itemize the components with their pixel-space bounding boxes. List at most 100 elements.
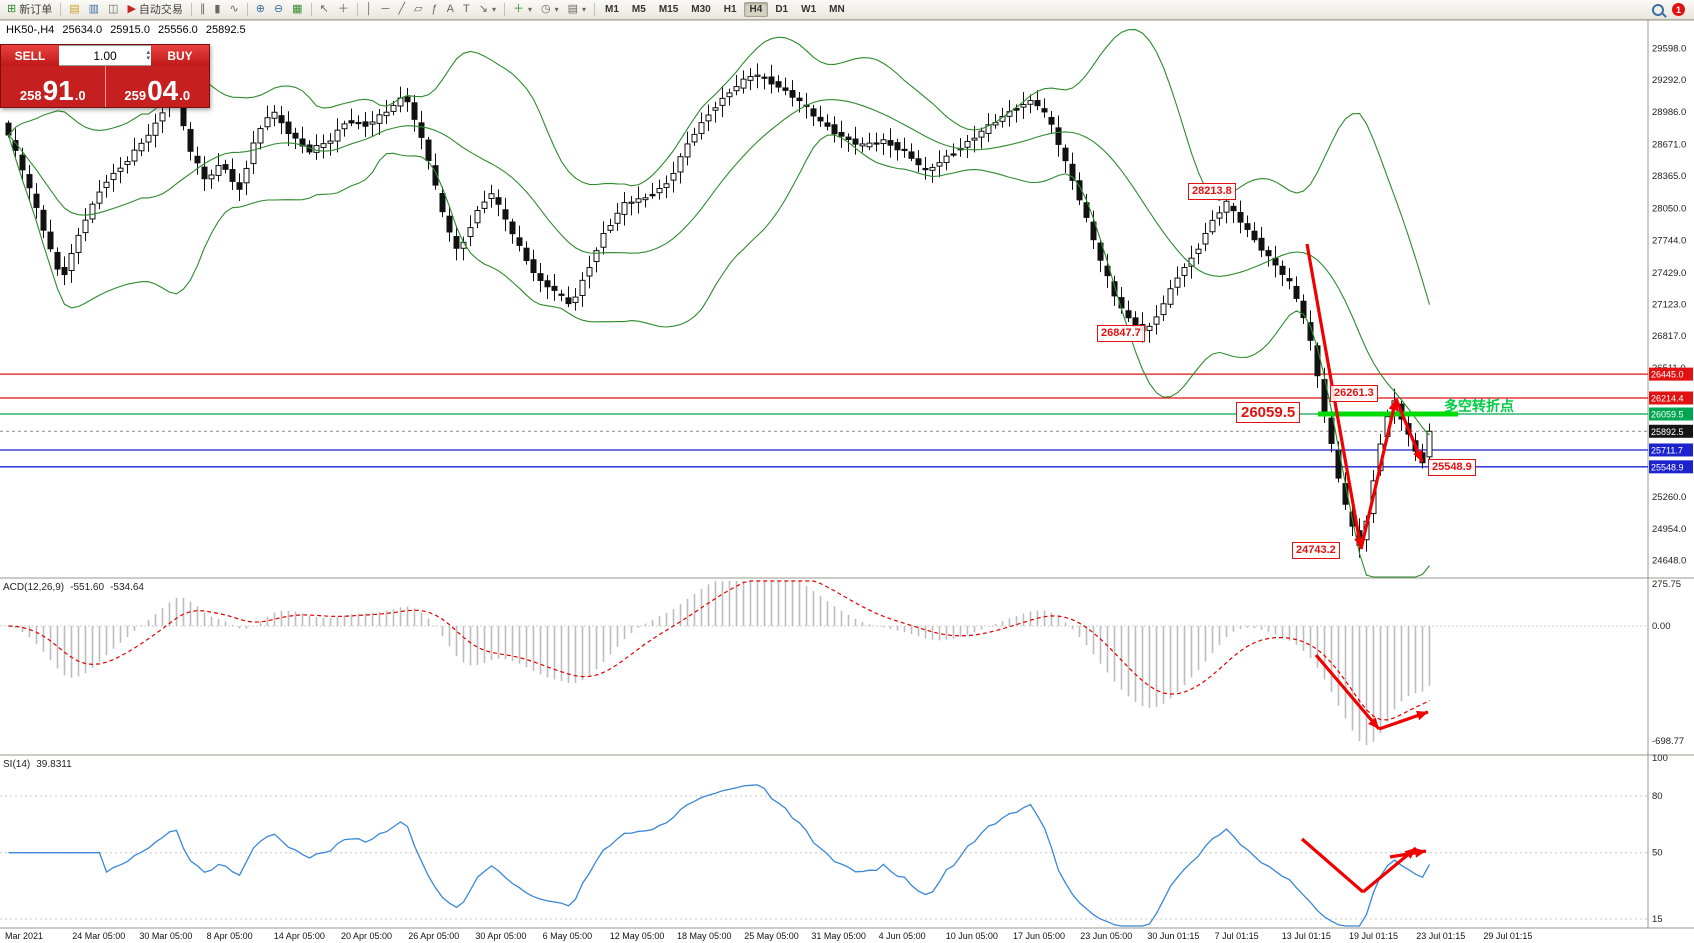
candle-body bbox=[1083, 202, 1090, 218]
market-watch-button[interactable]: ▥ bbox=[85, 1, 103, 19]
price-tag bbox=[1649, 407, 1693, 421]
charts-window-button[interactable]: ▤ bbox=[65, 1, 83, 19]
candle-body bbox=[901, 148, 908, 152]
timeframe-d1[interactable]: D1 bbox=[775, 4, 789, 15]
spinner-down-icon[interactable]: ▾ bbox=[146, 54, 150, 62]
tile-windows-button[interactable]: ▦ bbox=[288, 1, 306, 19]
volume-spinner[interactable]: ▴ ▾ bbox=[146, 46, 150, 65]
search-icon[interactable] bbox=[1652, 3, 1664, 16]
timeframe-h1[interactable]: H1 bbox=[723, 4, 737, 15]
templates-button[interactable]: ▤ ▾ bbox=[564, 1, 590, 19]
line-chart-button[interactable]: ∿ bbox=[225, 1, 242, 19]
indicators-button[interactable]: ＋ ▾ bbox=[509, 1, 536, 19]
periods-button[interactable]: ◷ ▾ bbox=[537, 1, 563, 19]
spinner-up-icon[interactable]: ▴ bbox=[146, 48, 150, 56]
sell-price[interactable]: 258 91.0 bbox=[1, 66, 105, 107]
sell-button[interactable]: SELL bbox=[1, 45, 59, 66]
candle-body bbox=[40, 209, 47, 231]
buy-price[interactable]: 259 04.0 bbox=[104, 66, 210, 107]
rsi-value: 39.8311 bbox=[36, 759, 72, 770]
candle-body bbox=[614, 212, 621, 224]
candle-body bbox=[1244, 223, 1251, 230]
candle-body bbox=[936, 162, 943, 167]
candle-body bbox=[75, 234, 82, 253]
candlestick-chart-button[interactable]: ▮ bbox=[210, 1, 224, 19]
trendline-button[interactable]: ╱ bbox=[394, 1, 409, 19]
trend-arrow-2[interactable] bbox=[1394, 398, 1424, 463]
text-button[interactable]: A bbox=[443, 1, 458, 19]
candle-body bbox=[1286, 278, 1293, 282]
time-axis-label: 18 May 05:00 bbox=[677, 931, 732, 941]
zoom-out-button[interactable]: ⊖ bbox=[270, 1, 287, 19]
crosshair-button[interactable]: ＋ bbox=[334, 1, 353, 19]
toolbar-separator bbox=[246, 3, 248, 16]
candle-body bbox=[362, 121, 369, 127]
fibonacci-button[interactable]: ƒ bbox=[428, 1, 442, 19]
buy-button[interactable]: BUY bbox=[151, 45, 209, 66]
timeframe-m1[interactable]: M1 bbox=[605, 4, 619, 15]
time-axis-label: 14 Apr 05:00 bbox=[274, 931, 325, 941]
candle-body bbox=[698, 122, 705, 134]
price-annotation[interactable]: 26059.5 bbox=[1236, 402, 1301, 423]
candle-body bbox=[271, 111, 278, 119]
turning-point-note[interactable]: 多空转折点 bbox=[1444, 398, 1514, 414]
toolbar-separator bbox=[190, 3, 192, 16]
macd-arrow-0[interactable] bbox=[1314, 653, 1381, 731]
price-tag bbox=[1649, 424, 1693, 438]
zoom-in-icon: ⊕ bbox=[255, 3, 265, 15]
volume-input[interactable] bbox=[59, 46, 151, 65]
price-annotation[interactable]: 24743.2 bbox=[1292, 542, 1340, 559]
toolbar: ⊞ 新订单 ▤ ▥ ◫ ▶ 自动交易 ∥ ▮ ∿ ⊕ ⊖ ▦ ↖ ＋ │ ─ ╱… bbox=[0, 0, 1694, 20]
candle-body bbox=[313, 145, 320, 153]
candle-body bbox=[369, 121, 376, 125]
candle-body bbox=[1237, 211, 1244, 223]
horizontal-line-button[interactable]: ─ bbox=[378, 1, 394, 19]
timeframe-m30[interactable]: M30 bbox=[691, 4, 711, 15]
candle-body bbox=[355, 121, 362, 125]
candle-body bbox=[1307, 322, 1314, 341]
price-annotation[interactable]: 25548.9 bbox=[1428, 459, 1476, 476]
timeframe-w1[interactable]: W1 bbox=[801, 4, 817, 15]
candle-body bbox=[376, 114, 383, 124]
notification-badge[interactable]: 1 bbox=[1672, 3, 1685, 16]
candle-body bbox=[236, 182, 243, 190]
candle-body bbox=[1027, 100, 1034, 105]
text-label-button[interactable]: T bbox=[459, 1, 474, 19]
price-tick-label: 29598.0 bbox=[1652, 44, 1686, 55]
vertical-line-button[interactable]: │ bbox=[362, 1, 377, 19]
candle-body bbox=[600, 232, 607, 248]
clock-icon: ◷ bbox=[540, 3, 551, 15]
trend-arrow-1[interactable] bbox=[1359, 398, 1398, 550]
candle-body bbox=[481, 201, 488, 209]
time-axis-label: 8 Apr 05:00 bbox=[207, 931, 253, 941]
candle-body bbox=[278, 115, 285, 124]
timeframe-m15[interactable]: M15 bbox=[658, 4, 679, 15]
candle-body bbox=[187, 128, 194, 152]
toolbar-separator bbox=[356, 3, 358, 16]
candle-body bbox=[404, 96, 411, 103]
arrows-tool-button[interactable]: ↘ ▾ bbox=[475, 1, 500, 19]
candle-body bbox=[1048, 116, 1055, 125]
data-window-button[interactable]: ◫ bbox=[104, 1, 122, 19]
new-order-button[interactable]: ⊞ 新订单 bbox=[3, 1, 56, 19]
auto-trading-button[interactable]: ▶ 自动交易 bbox=[123, 1, 186, 19]
price-annotation[interactable]: 28213.8 bbox=[1188, 183, 1236, 200]
cursor-button[interactable]: ↖ bbox=[316, 1, 333, 19]
timeframe-m5[interactable]: M5 bbox=[631, 4, 646, 15]
candle-body bbox=[719, 97, 726, 106]
main-chart-area[interactable] bbox=[0, 21, 1648, 577]
macd-arrow-1-head bbox=[1415, 710, 1428, 721]
toolbar-separator bbox=[310, 3, 312, 16]
price-annotation[interactable]: 26847.7 bbox=[1097, 325, 1145, 342]
channel-button[interactable]: ▱ bbox=[410, 1, 426, 19]
bar-chart-button[interactable]: ∥ bbox=[196, 1, 210, 19]
candle-body bbox=[418, 122, 425, 138]
vertical-line-icon: │ bbox=[365, 3, 373, 15]
chart-title: HK50-,H4 25634.0 25915.0 25556.0 25892.5 bbox=[6, 24, 251, 36]
timeframe-h4[interactable]: H4 bbox=[743, 2, 769, 17]
timeframe-mn[interactable]: MN bbox=[829, 4, 845, 15]
price-annotation[interactable]: 26261.3 bbox=[1330, 385, 1378, 402]
rsi-arrow-0[interactable] bbox=[1300, 837, 1365, 894]
zoom-in-button[interactable]: ⊕ bbox=[252, 1, 269, 19]
